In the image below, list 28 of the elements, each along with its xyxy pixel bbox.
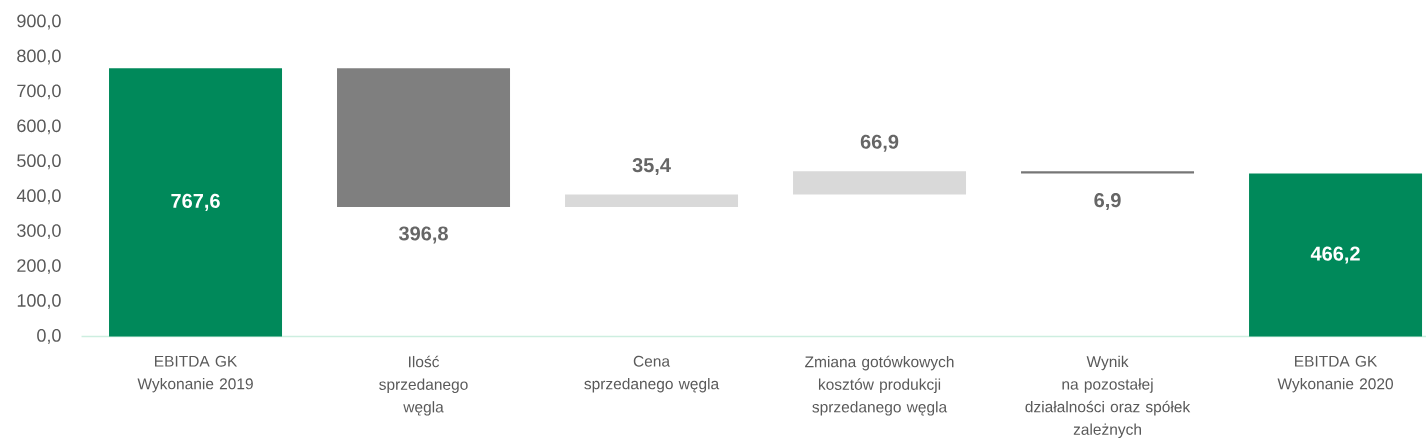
x-tick-label: EBITDA GK Wykonanie 2019	[137, 355, 253, 393]
x-tick-label: EBITDA GK Wykonanie 2020	[1277, 355, 1393, 393]
y-tick-label: 500,0	[17, 154, 61, 170]
y-tick-label: 400,0	[16, 189, 61, 205]
bar	[1249, 173, 1423, 337]
y-tick-label: 800,0	[17, 49, 61, 65]
data-label: 466,2	[1310, 246, 1360, 264]
bar	[109, 68, 283, 337]
bar	[565, 194, 739, 207]
data-label: 767,6	[171, 193, 220, 211]
data-label: 35,4	[632, 158, 671, 176]
bar	[1021, 171, 1195, 174]
x-tick-label: Wynik na pozostałej działalności oraz spółek zależnych	[1025, 355, 1191, 438]
y-tick-label: 700,0	[17, 84, 61, 100]
data-label: 396,8	[398, 226, 448, 244]
y-tick-label: 200,0	[17, 259, 61, 275]
y-tick-label: 100,0	[17, 294, 61, 309]
y-tick-label: 600,0	[17, 119, 61, 135]
x-tick-label: Cena sprzedanego węgla	[584, 355, 720, 393]
y-tick-label: 300,0	[17, 224, 61, 240]
y-tick-label: 900,0	[17, 14, 61, 30]
bar	[337, 68, 511, 207]
x-tick-label: Ilość sprzedanego węgla	[379, 355, 468, 416]
x-tick-label: Zmiana gotówkowych kosztów produkcji sprzedanego węgla	[805, 355, 954, 416]
data-label: 66,9	[860, 134, 899, 152]
bar	[793, 171, 967, 195]
data-label: 6,9	[1094, 193, 1121, 211]
y-tick-label: 0,0	[37, 329, 61, 344]
